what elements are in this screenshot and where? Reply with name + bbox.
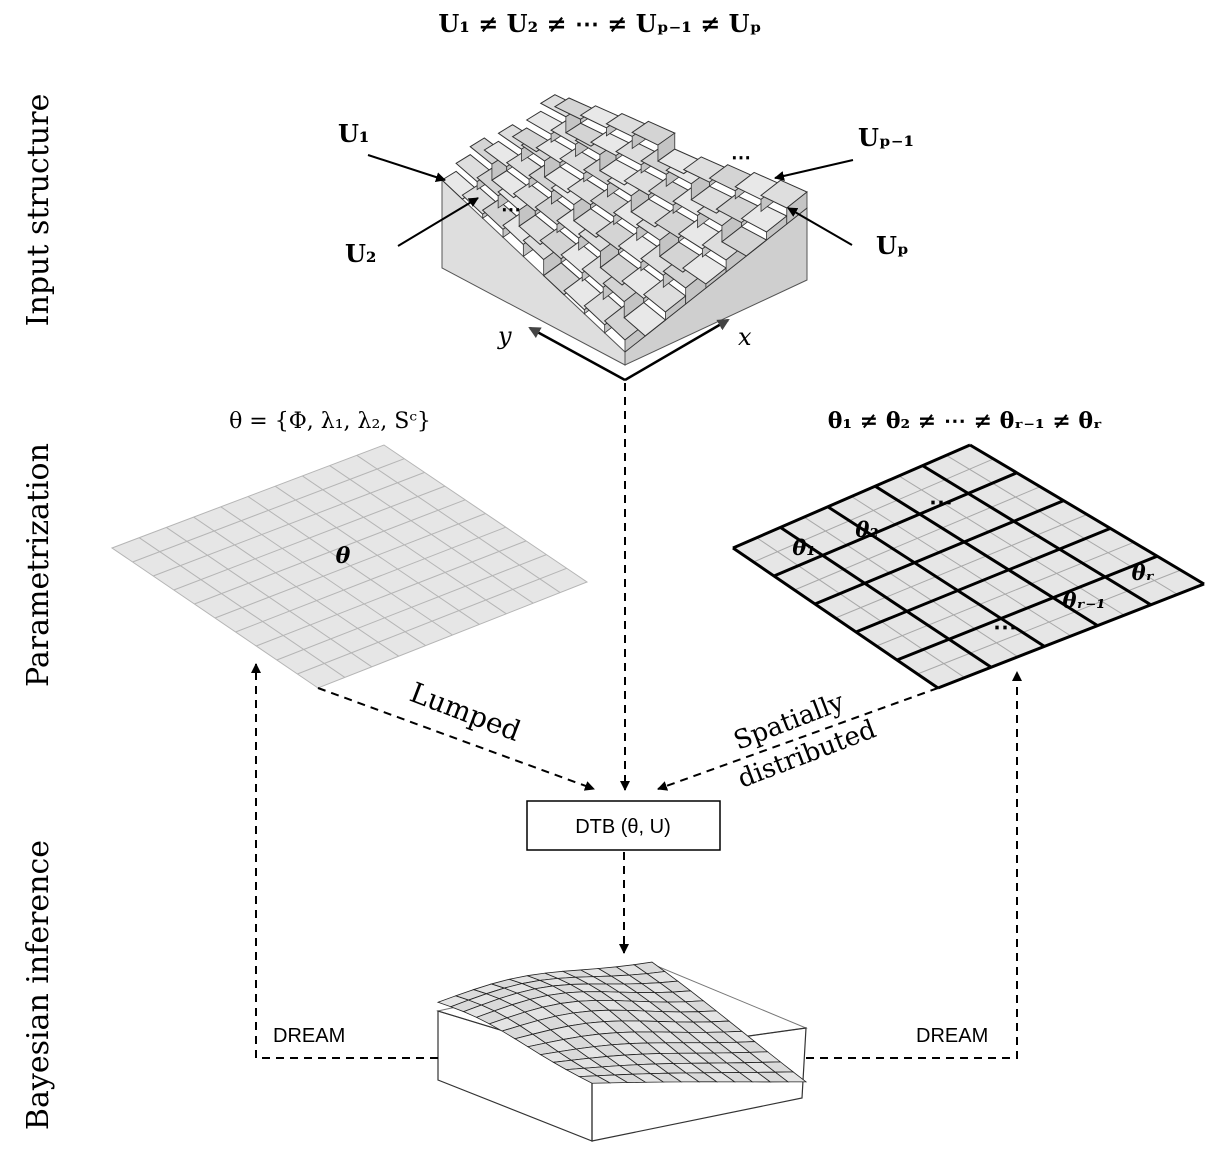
input-block-structure bbox=[441, 94, 808, 366]
block-ellipsis-right: ⋯ bbox=[731, 145, 751, 169]
dist-grid-line bbox=[835, 514, 1088, 619]
zone-boundary bbox=[874, 484, 1099, 627]
model-box-label: DTB (θ, U) bbox=[575, 816, 671, 838]
block-ellipsis-left: ⋯ bbox=[501, 197, 521, 221]
zone-boundary bbox=[921, 464, 1152, 607]
label-u-p: Uₚ bbox=[876, 231, 909, 260]
zone-label-ellipsis-bottom: ⋯ bbox=[993, 612, 1017, 641]
zone-boundary bbox=[937, 582, 1205, 690]
posterior-surface-plot bbox=[436, 961, 808, 1142]
zone-boundary bbox=[779, 526, 993, 669]
dist-grid-line bbox=[876, 541, 1134, 647]
dist-grid-line bbox=[898, 475, 1125, 616]
input-equation: U₁ ≠ U₂ ≠ ⋯ ≠ Uₚ₋₁ ≠ Uₚ bbox=[438, 9, 761, 38]
distributed-parameter-grid bbox=[731, 443, 1206, 690]
lumped-grid-line bbox=[356, 454, 561, 594]
dist-grid-line bbox=[917, 569, 1181, 675]
zone-label-theta-2: θ₂ bbox=[855, 517, 878, 542]
dream-label-right: DREAM bbox=[916, 1025, 988, 1047]
zone-boundary bbox=[732, 546, 939, 690]
arrow-u-p-minus-1 bbox=[774, 159, 854, 181]
zone-label-theta-r-minus-1: θᵣ₋₁ bbox=[1063, 588, 1106, 613]
axis-x-label: x bbox=[738, 323, 752, 351]
arrow-u-p bbox=[787, 207, 853, 246]
lumped-grid-line bbox=[214, 513, 486, 619]
axis-y-arrow bbox=[528, 326, 626, 382]
posterior-mesh-cell bbox=[774, 1071, 808, 1083]
zone-boundary bbox=[732, 443, 971, 550]
lumped-parameter-grid bbox=[110, 444, 589, 689]
zone-boundary bbox=[814, 499, 1065, 606]
zone-boundary bbox=[773, 471, 1018, 578]
zone-boundary bbox=[855, 527, 1111, 634]
zone-label-theta-1: θ₁ bbox=[792, 535, 815, 560]
zone-label-theta-r: θᵣ bbox=[1132, 560, 1155, 585]
lumped-grid-line bbox=[276, 554, 547, 661]
label-u-p-minus-1: Uₚ₋₁ bbox=[858, 123, 914, 152]
lumped-grid-label: θ bbox=[336, 543, 351, 569]
distributed-equation: θ₁ ≠ θ₂ ≠ ⋯ ≠ θᵣ₋₁ ≠ θᵣ bbox=[828, 408, 1102, 434]
row-label-bayesian-inference: Bayesian inference bbox=[21, 840, 56, 1130]
axis-y-label: y bbox=[497, 322, 512, 350]
zone-boundary bbox=[826, 505, 1046, 648]
dream-loop-left bbox=[251, 663, 438, 1059]
arrow-u1 bbox=[367, 154, 446, 182]
lumped-grid-line bbox=[256, 540, 527, 647]
lumped-equation: θ = {Φ, λ₁, λ₂, Sᶜ} bbox=[229, 409, 431, 434]
flow-lumped-to-model bbox=[317, 687, 595, 791]
dist-grid-line bbox=[946, 454, 1178, 595]
arrow-u2 bbox=[397, 197, 479, 247]
zone-label-ellipsis-top: ⋯ bbox=[929, 487, 953, 516]
label-u2: U₂ bbox=[345, 239, 376, 268]
zone-boundary bbox=[969, 443, 1205, 586]
row-label-parametrization: Parametrization bbox=[21, 443, 56, 687]
dream-label-left: DREAM bbox=[273, 1025, 345, 1047]
zone-boundary bbox=[896, 554, 1158, 662]
lumped-grid-line bbox=[274, 485, 480, 625]
row-label-input-structure: Input structure bbox=[21, 94, 56, 327]
dream-loop-right bbox=[806, 671, 1022, 1059]
lumped-grid-line bbox=[329, 465, 534, 604]
lumped-arrow-label: Lumped bbox=[405, 676, 525, 748]
model-box bbox=[526, 800, 721, 851]
label-u1: U₁ bbox=[338, 119, 369, 148]
axis-x-arrow bbox=[624, 318, 730, 382]
lumped-grid-line bbox=[297, 567, 567, 675]
lumped-grid-line bbox=[302, 475, 507, 615]
lumped-grid-line bbox=[235, 526, 506, 633]
flow-distributed-to-model bbox=[657, 687, 939, 791]
